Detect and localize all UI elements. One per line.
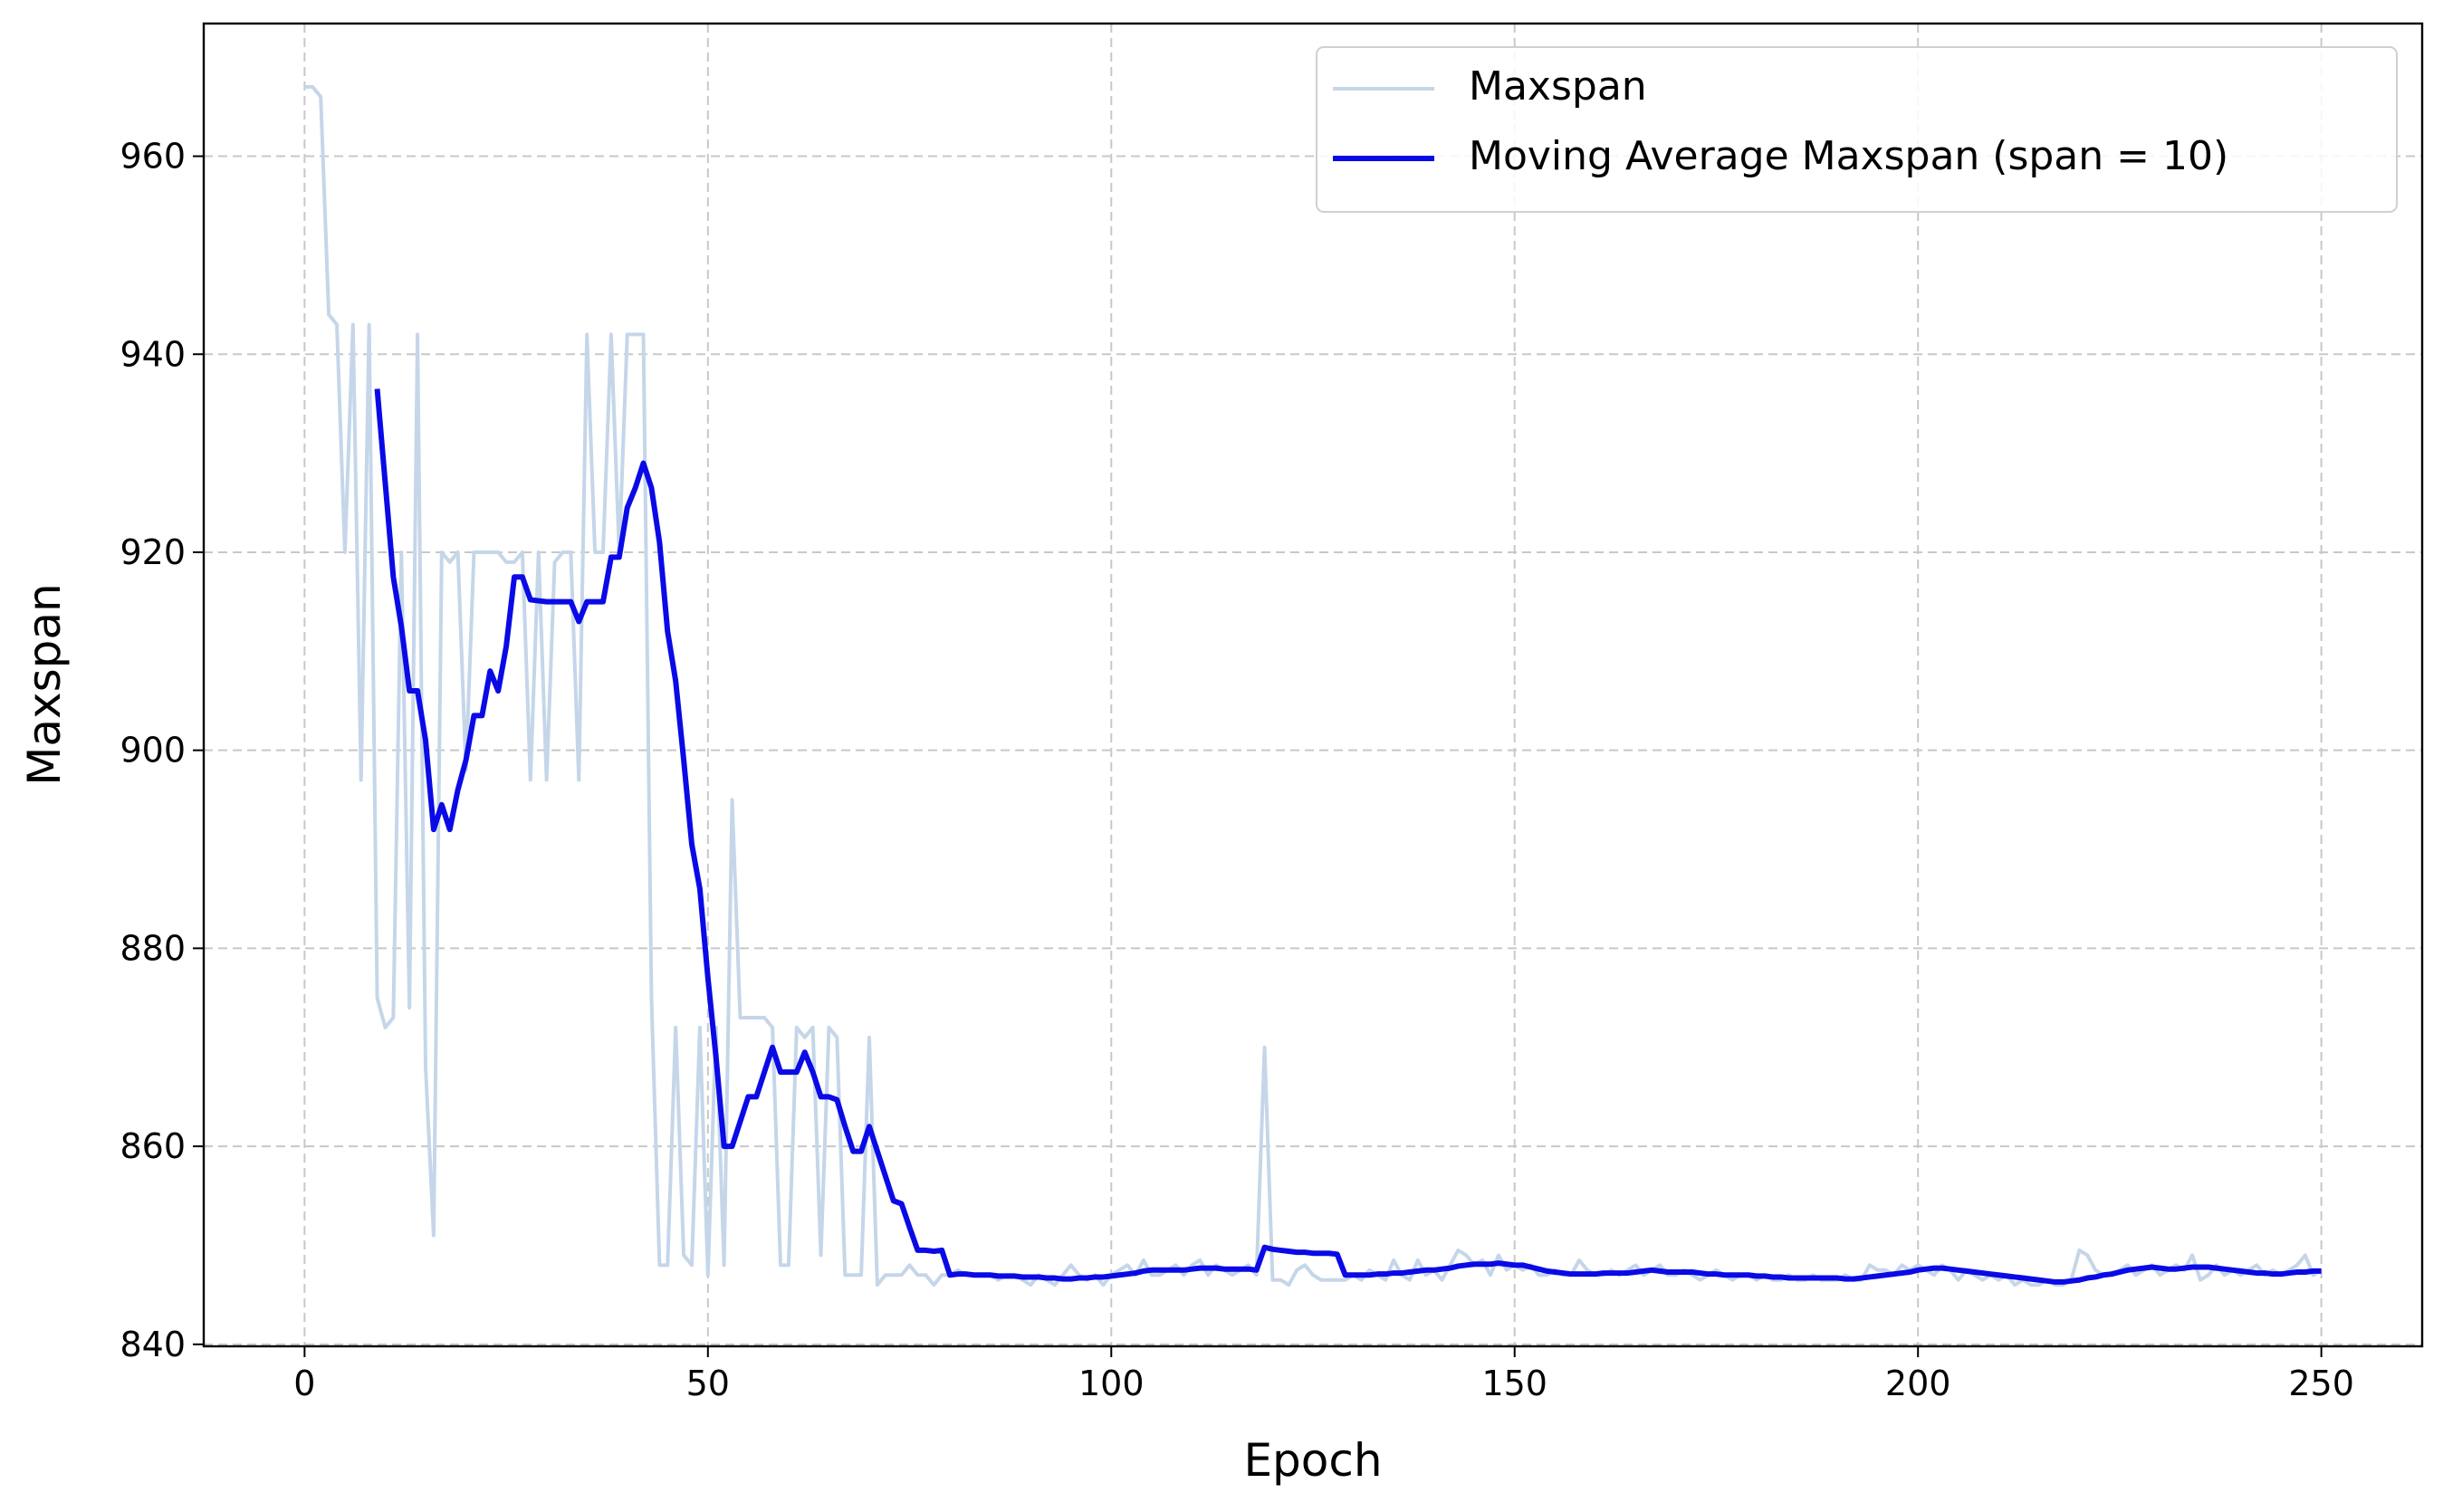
x-tick-label: 150 (1481, 1364, 1547, 1403)
y-tick-label: 860 (120, 1126, 186, 1166)
x-tick-label: 250 (2288, 1364, 2354, 1403)
y-axis-label: Maxspan (18, 583, 71, 786)
x-tick-label: 200 (1885, 1364, 1951, 1403)
legend-label: Maxspan (1469, 63, 1647, 110)
x-tick-label: 100 (1078, 1364, 1145, 1403)
x-axis-label: Epoch (1243, 1434, 1382, 1487)
legend-label: Moving Average Maxspan (span = 10) (1469, 133, 2228, 179)
axes-frame (202, 22, 2424, 1348)
y-tick-label: 920 (120, 532, 186, 572)
y-tick-label: 960 (120, 137, 186, 177)
y-tick-label: 940 (120, 334, 186, 374)
y-tick-label: 900 (120, 731, 186, 770)
x-tick-label: 50 (686, 1364, 730, 1403)
y-tick-label: 840 (120, 1325, 186, 1364)
legend-box (1316, 46, 2398, 213)
series-line (374, 388, 2322, 1285)
x-tick-label: 0 (293, 1364, 315, 1403)
series-line (304, 84, 2323, 1287)
y-tick-label: 880 (120, 928, 186, 968)
